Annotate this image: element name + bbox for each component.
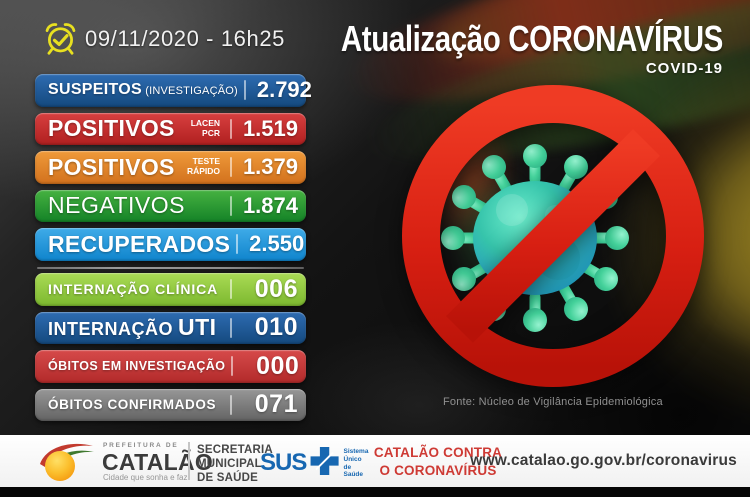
stat-row-suspeitos: SUSPEITOS (INVESTIGAÇÃO) 2.792	[35, 74, 312, 107]
stat-value: 000	[256, 351, 300, 380]
stat-sublabel: LACEN PCR	[190, 117, 220, 139]
stat-value: 006	[254, 274, 298, 303]
stat-label: POSITIVOS	[48, 153, 175, 180]
prefeitura-tagline: Cidade que sonha e faz.	[103, 473, 190, 482]
stat-value: 010	[254, 313, 298, 342]
value-divider	[230, 279, 232, 300]
sus-subtitle-line: Único	[343, 455, 362, 463]
secretaria-line: SECRETARIA	[197, 444, 273, 456]
stat-value: 2.550	[249, 231, 305, 257]
value-divider	[243, 80, 246, 101]
stat-row-positivos-teste-rapido: POSITIVOS TESTE RÁPIDO 1.379	[35, 151, 306, 184]
group-separator	[37, 266, 304, 269]
stat-label: ÓBITOS CONFIRMADOS	[48, 397, 217, 413]
stat-row-recuperados: RECUPERADOS 2.550	[35, 228, 306, 261]
stat-row-obitos-confirmados: ÓBITOS CONFIRMADOS 071	[35, 388, 306, 421]
value-divider	[230, 118, 232, 139]
stat-label: POSITIVOS	[48, 115, 175, 142]
page-title: Atualização CORONAVÍRUS	[340, 18, 723, 59]
stat-sublabel: (INVESTIGAÇÃO)	[142, 85, 238, 98]
value-divider	[230, 157, 232, 178]
alarm-clock-icon	[45, 23, 76, 55]
value-divider	[230, 317, 232, 338]
stats-panel: SUSPEITOS (INVESTIGAÇÃO) 2.792 POSITIVOS LA…	[35, 74, 312, 427]
campaign-slogan: CATALÃO CONTRA O CORONAVÍRUS	[372, 444, 504, 480]
value-divider	[230, 394, 232, 415]
stat-sublabel-line: LACEN	[190, 117, 220, 128]
stat-label: NEGATIVOS	[48, 192, 185, 219]
stat-sublabel-line: TESTE	[192, 156, 220, 167]
stat-label: SUSPEITOS (INVESTIGAÇÃO)	[48, 81, 238, 99]
stat-value: 1.379	[242, 154, 298, 180]
catalao-city-logo	[40, 443, 94, 481]
stat-value: 1.519	[242, 115, 298, 141]
stat-label: RECUPERADOS	[48, 230, 231, 257]
stat-row-internacao-clinica: INTERNAÇÃO CLÍNICA 006	[35, 273, 306, 306]
secretaria-line: MUNICIPAL	[197, 457, 262, 470]
stat-label: INTERNAÇÃO UTI	[48, 314, 217, 341]
stat-label: INTERNAÇÃO CLÍNICA	[48, 281, 219, 298]
sus-logo: SUS Sistema Único de Saúde	[260, 442, 370, 480]
value-divider	[236, 234, 239, 255]
stat-row-internacao-uti: INTERNAÇÃO UTI 010	[35, 311, 306, 344]
sus-wordmark: SUS	[260, 449, 307, 476]
stat-sublabel: TESTE RÁPIDO	[187, 157, 220, 177]
footer-divider	[188, 442, 190, 480]
datetime-label: 09/11/2020 - 16h25	[85, 26, 286, 51]
sus-subtitle-line: de Saúde	[343, 463, 364, 479]
secretaria-line: DE SAÚDE	[197, 471, 259, 484]
stat-sublabel-line: RÁPIDO	[186, 166, 220, 177]
covid-subtitle: COVID-19	[645, 60, 723, 77]
prefeitura-name: CATALÃO	[102, 449, 214, 475]
stat-row-obitos-em-investigacao: ÓBITOS EM INVESTIGAÇÃO 000	[35, 350, 306, 383]
footer: PREFEITURA DE CATALÃO Cidade que sonha e…	[0, 435, 750, 487]
campaign-line: O CORONAVÍRUS	[379, 462, 497, 478]
value-divider	[231, 356, 234, 377]
source-note: Fonte: Núcleo de Vigilância Epidemiológi…	[443, 396, 663, 408]
campaign-line: CATALÃO CONTRA	[373, 445, 503, 460]
stat-value: 071	[254, 390, 298, 419]
stat-row-negativos: NEGATIVOS 1.874	[35, 189, 306, 222]
footer-bottom-strip	[0, 487, 750, 497]
secretaria-label: SECRETARIA MUNICIPAL DE SAÚDE	[197, 444, 273, 485]
sus-cross-icon	[310, 446, 339, 476]
prefeitura-small-label: PREFEITURA DE	[103, 442, 179, 449]
stat-value: 2.792	[256, 77, 312, 103]
stat-label-suffix: UTI	[178, 314, 217, 341]
prohibition-icon	[402, 85, 704, 387]
stat-row-positivos-lacen-pcr: POSITIVOS LACEN PCR 1.519	[35, 112, 306, 145]
sus-subtitle-line: Sistema	[343, 447, 369, 455]
stat-value: 1.874	[242, 192, 298, 218]
prefeitura-text-block: PREFEITURA DE CATALÃO Cidade que sonha e…	[102, 442, 213, 482]
stat-label: ÓBITOS EM INVESTIGAÇÃO	[48, 359, 226, 374]
stat-sublabel-line: PCR	[202, 127, 220, 138]
title-block: Atualização CORONAVÍRUS COVID-19	[257, 18, 723, 77]
value-divider	[230, 195, 232, 216]
website-url: www.catalao.go.gov.br/coronavirus	[470, 452, 737, 469]
sus-subtitle: Sistema Único de Saúde	[344, 448, 370, 479]
